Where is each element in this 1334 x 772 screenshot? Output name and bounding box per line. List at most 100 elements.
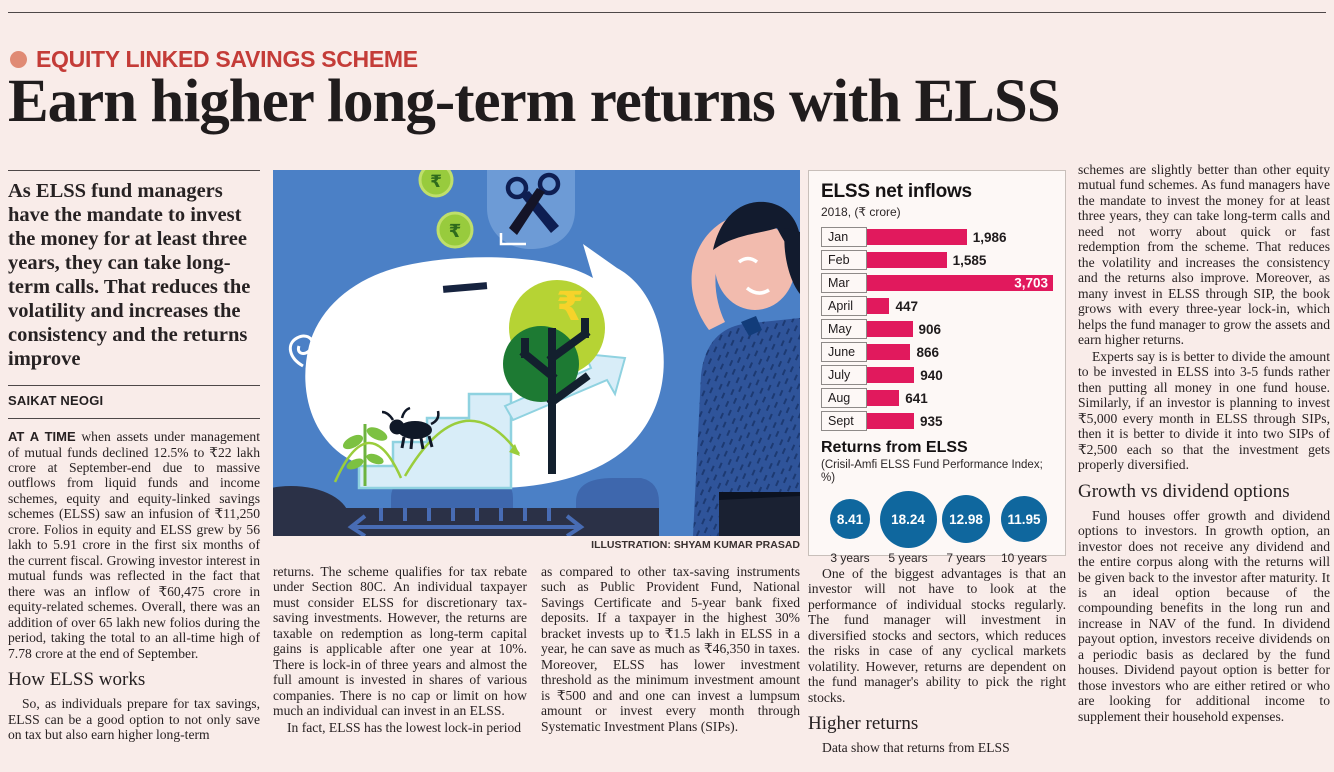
bar-track: 866 bbox=[867, 342, 1053, 362]
man-eye bbox=[737, 256, 759, 264]
bar-month-label: Jan bbox=[821, 227, 867, 247]
byline-top-rule bbox=[8, 384, 260, 386]
bar-value-label: 940 bbox=[920, 367, 943, 383]
byline-bottom-rule bbox=[8, 417, 260, 419]
chart-title: ELSS net inflows bbox=[821, 181, 972, 202]
subhead-higher-returns: Higher returns bbox=[808, 713, 919, 735]
bounce-arrow bbox=[333, 419, 521, 483]
bar-track: 3,703 bbox=[867, 273, 1053, 293]
bar-value-label: 866 bbox=[916, 344, 940, 360]
inflow-rows: Jan 1,986 Feb 1,585 Mar 3,703 April 447 May 906 Ju… bbox=[821, 227, 1053, 431]
return-item: 18.24 5 years bbox=[879, 490, 937, 565]
bar bbox=[867, 367, 915, 383]
bar-month-label: Sept bbox=[821, 411, 867, 431]
return-value-circle: 18.24 bbox=[879, 490, 937, 548]
left-column: As ELSS fund managers have the mandate t… bbox=[8, 170, 260, 744]
column-4: One of the biggest advantages is that an… bbox=[808, 566, 1066, 757]
bar-value-label: 906 bbox=[918, 321, 942, 337]
svg-text:₹: ₹ bbox=[430, 172, 442, 192]
returns-circles: 8.41 3 years 18.24 5 years 12.98 7 years 11.95… bbox=[821, 490, 1053, 565]
bar-track: 1,585 bbox=[867, 250, 1053, 270]
man-hair bbox=[713, 201, 800, 266]
bar-month-label: Feb bbox=[821, 250, 867, 270]
paragraph-text: when assets under management of mutual f… bbox=[8, 428, 260, 661]
ruler-arrow-right bbox=[565, 514, 585, 536]
scissors-icon bbox=[487, 170, 575, 249]
standfirst-top-rule bbox=[8, 170, 260, 171]
man-mouth bbox=[745, 286, 770, 295]
bar-month-label: Aug bbox=[821, 388, 867, 408]
bar-value-label: 1,986 bbox=[972, 229, 1007, 245]
bar-track: 940 bbox=[867, 365, 1053, 385]
bar: 3,703 bbox=[867, 275, 1053, 291]
coin-slot bbox=[442, 282, 488, 293]
kicker: EQUITY LINKED SAVINGS SCHEME bbox=[10, 46, 418, 73]
bar-row: July 940 bbox=[821, 365, 1053, 385]
return-period-label: 10 years bbox=[1000, 551, 1048, 565]
right-column: schemes are slightly better than other e… bbox=[1078, 162, 1330, 725]
man-head bbox=[715, 222, 795, 310]
bar-track: 641 bbox=[867, 388, 1053, 408]
man-arm bbox=[691, 214, 751, 330]
body-paragraph: Fund houses offer growth and dividend op… bbox=[1078, 507, 1330, 724]
man-figure bbox=[691, 201, 800, 536]
kicker-label: EQUITY LINKED SAVINGS SCHEME bbox=[36, 46, 418, 72]
bar-row: Sept 935 bbox=[821, 411, 1053, 431]
bar-value-label: 935 bbox=[919, 413, 943, 429]
column-3: as compared to other tax-saving instrume… bbox=[541, 564, 800, 735]
return-item: 12.98 7 years bbox=[937, 490, 995, 565]
return-value-circle: 12.98 bbox=[942, 495, 990, 543]
return-circle-holder: 18.24 bbox=[879, 490, 937, 548]
standfirst: As ELSS fund managers have the mandate t… bbox=[8, 180, 251, 370]
bull-icon bbox=[381, 406, 440, 450]
byline: SAIKAT NEOGI bbox=[8, 392, 104, 408]
return-item: 11.95 10 years bbox=[995, 490, 1053, 565]
return-period-label: 3 years bbox=[830, 551, 870, 565]
bar-row: May 906 bbox=[821, 319, 1053, 339]
returns-title: Returns from ELSS bbox=[821, 439, 968, 456]
bar-value-label: 3,703 bbox=[1014, 275, 1048, 291]
body-paragraph: as compared to other tax-saving instrume… bbox=[541, 564, 800, 734]
sapling-icon bbox=[342, 424, 388, 486]
bar bbox=[867, 252, 947, 268]
body-paragraph: Data show that returns from ELSS bbox=[822, 740, 1010, 756]
body-paragraph: One of the biggest advantages is that an… bbox=[808, 566, 1066, 705]
man-collar bbox=[741, 316, 762, 336]
column-2: returns. The scheme qualifies for tax re… bbox=[273, 564, 527, 736]
return-circle-holder: 11.95 bbox=[1001, 490, 1047, 548]
bar-row: Aug 641 bbox=[821, 388, 1053, 408]
illustration: ₹ ₹ ₹ bbox=[273, 170, 800, 536]
svg-text:₹: ₹ bbox=[449, 221, 462, 242]
bar-row: April 447 bbox=[821, 296, 1053, 316]
man-belt bbox=[719, 492, 800, 502]
left-body: AT A TIME when assets under management o… bbox=[8, 429, 260, 743]
subhead-growth-vs-dividend: Growth vs dividend options bbox=[1078, 480, 1290, 502]
bullet-icon bbox=[10, 51, 27, 68]
money-tree: ₹ bbox=[503, 280, 605, 474]
return-value-circle: 8.41 bbox=[830, 499, 870, 539]
return-circle-holder: 8.41 bbox=[830, 490, 870, 548]
body-paragraph: returns. The scheme qualifies for tax re… bbox=[273, 564, 527, 719]
return-period-label: 7 years bbox=[946, 551, 986, 565]
bar-month-label: June bbox=[821, 342, 867, 362]
bar bbox=[867, 321, 913, 337]
bar-value-label: 1,585 bbox=[952, 252, 987, 268]
bar-month-label: April bbox=[821, 296, 867, 316]
bar bbox=[867, 229, 967, 245]
man-pants bbox=[719, 496, 800, 536]
bar-month-label: May bbox=[821, 319, 867, 339]
lead-in: AT A TIME bbox=[8, 428, 76, 444]
headline: Earn higher long-term returns with ELSS bbox=[8, 68, 1061, 135]
ruler-arrow-left bbox=[347, 514, 367, 536]
body-paragraph: In fact, ELSS has the lowest lock-in per… bbox=[287, 719, 522, 735]
chart-subtitle: 2018, (₹ crore) bbox=[821, 205, 901, 219]
return-circle-holder: 12.98 bbox=[942, 490, 990, 548]
bar-month-label: July bbox=[821, 365, 867, 385]
body-paragraph: AT A TIME when assets under management o… bbox=[8, 429, 260, 662]
bar-track: 935 bbox=[867, 411, 1053, 431]
bar-row: Mar 3,703 bbox=[821, 273, 1053, 293]
bar bbox=[867, 390, 900, 406]
bar-track: 906 bbox=[867, 319, 1053, 339]
illustration-caption: ILLUSTRATION: SHYAM KUMAR PRASAD bbox=[591, 539, 800, 551]
